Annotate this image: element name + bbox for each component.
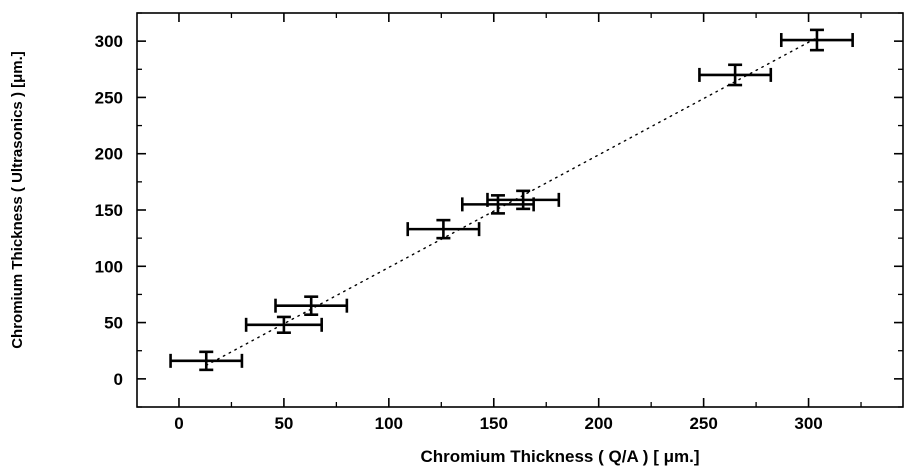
fit-line (205, 37, 818, 367)
axis-ticks (137, 12, 903, 408)
data-point (406, 218, 481, 240)
x-tick-label: 100 (375, 414, 403, 433)
y-tick-label: 0 (114, 370, 123, 389)
x-axis-label: Chromium Thickness ( Q/A ) [ μm.] (421, 447, 700, 466)
data-point (169, 350, 244, 372)
y-tick-label: 150 (95, 201, 123, 220)
data-point (779, 28, 854, 52)
y-axis-label: Chromium Thickness ( Ultrasonics ) [μm.] (9, 51, 26, 349)
x-tick-label: 300 (794, 414, 822, 433)
y-tick-label: 300 (95, 32, 123, 51)
tick-labels: 0 50 100 150 200 250 300 0 50 100 150 200 250 300 (95, 32, 823, 433)
x-tick-label: 0 (174, 414, 183, 433)
x-tick-label: 250 (689, 414, 717, 433)
y-tick-label: 100 (95, 257, 123, 276)
data-point (460, 194, 535, 215)
data-points (169, 28, 854, 372)
data-point (486, 189, 561, 211)
data-point (244, 315, 323, 335)
data-point (698, 63, 773, 87)
y-tick-label: 200 (95, 145, 123, 164)
x-tick-label: 50 (274, 414, 293, 433)
y-tick-label: 250 (95, 88, 123, 107)
fit-line-group (205, 37, 818, 367)
data-point (274, 295, 349, 316)
y-tick-label: 50 (104, 314, 123, 333)
x-tick-label: 200 (585, 414, 613, 433)
x-tick-label: 150 (480, 414, 508, 433)
